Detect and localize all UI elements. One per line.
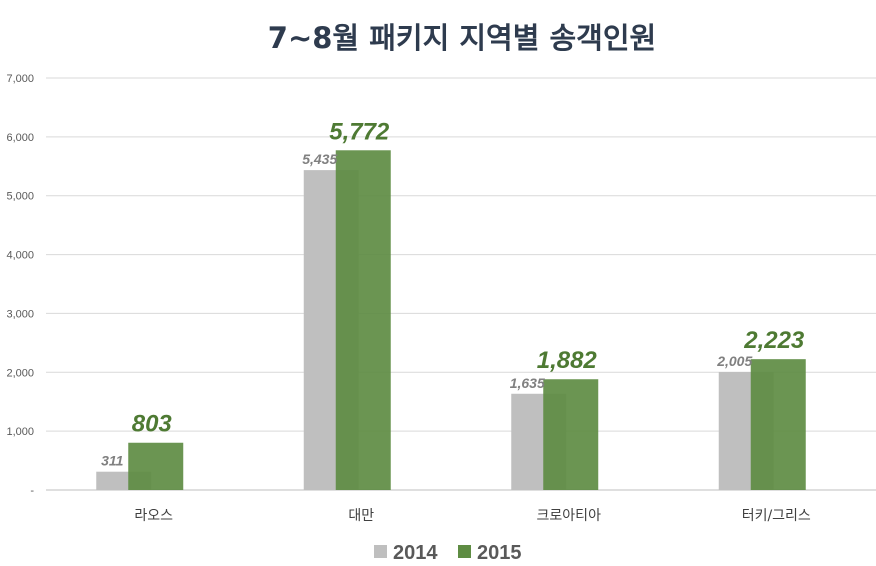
gridlines (46, 77, 876, 491)
x-tick-label: 터키/그리스 (742, 508, 811, 524)
y-tick-label: 4,000 (6, 250, 34, 262)
y-tick-label: 5,000 (6, 191, 34, 203)
data-label-2015: 1,882 (537, 347, 598, 374)
x-tick-label: 라오스 (134, 508, 173, 524)
y-tick-label: 7,000 (6, 73, 34, 85)
y-axis: - 1,000 2,000 3,000 4,000 5,000 6,000 7,000 (6, 73, 34, 497)
bar-2015 (750, 359, 806, 490)
legend-swatch (458, 545, 471, 558)
y-tick-label: 3,000 (6, 308, 34, 320)
y-tick-label: - (30, 485, 34, 497)
data-label-2014: 1,635 (510, 375, 545, 391)
data-label-2015: 803 (132, 411, 173, 438)
y-tick-label: 1,000 (6, 426, 34, 438)
bar-2015 (335, 150, 391, 491)
x-tick-label: 대만 (348, 508, 374, 524)
y-tick-label: 6,000 (6, 132, 34, 144)
bars (96, 150, 806, 491)
data-label-2014: 2,005 (716, 353, 752, 369)
legend: 2014 2015 (374, 542, 522, 564)
data-label-2014: 5,435 (302, 151, 337, 167)
data-label-2015: 2,223 (743, 327, 805, 354)
legend-label: 2014 (393, 542, 438, 564)
legend-label: 2015 (477, 542, 522, 564)
legend-swatch (374, 545, 387, 558)
data-label-2014: 311 (101, 453, 124, 469)
x-axis: 라오스 대만 크로아티아 터키/그리스 (134, 508, 810, 524)
y-tick-label: 2,000 (6, 367, 34, 379)
x-tick-label: 크로아티아 (537, 508, 602, 524)
data-label-2015: 5,772 (329, 118, 390, 145)
chart-title: 7~8월 패키지 지역별 송객인원 (268, 21, 656, 55)
bar-2015 (543, 379, 599, 490)
bar-2015 (128, 442, 184, 490)
